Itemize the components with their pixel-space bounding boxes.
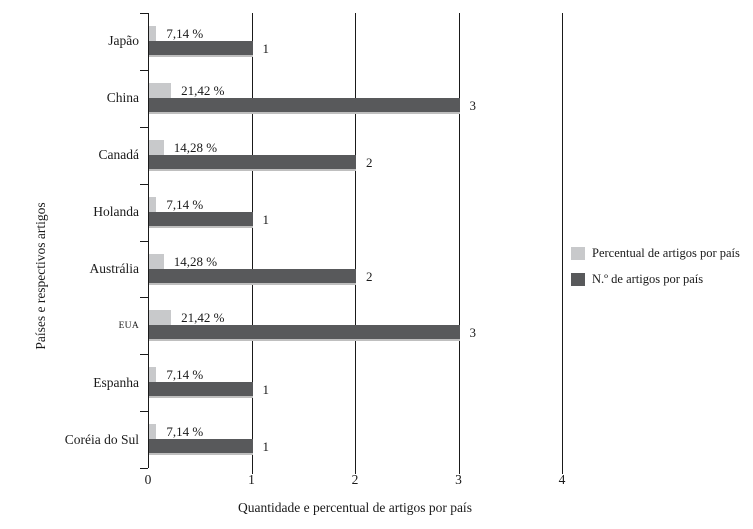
category-label-5: EUA (118, 320, 139, 331)
y-tick-5 (140, 297, 148, 298)
gridline-4 (562, 13, 563, 468)
bar-count-0 (149, 41, 253, 57)
bar-count-label-6: 1 (262, 382, 270, 398)
legend-entry-count: N.º de artigos por país (571, 272, 740, 287)
bar-percent-label-2: 14,28 % (173, 139, 218, 155)
category-label-6: Espanha (93, 374, 139, 390)
x-tick-4 (562, 468, 563, 474)
x-tick-label-4: 4 (558, 472, 566, 487)
bar-percent-1 (149, 82, 172, 98)
x-tick-3 (458, 468, 460, 474)
legend-label-count: N.º de artigos por país (592, 272, 704, 286)
bar-percent-label-5: 21,42 % (181, 310, 225, 326)
bar-count-6 (149, 382, 253, 399)
x-tick-1 (251, 468, 253, 474)
legend-entry-percent: Percentual de artigos por país (571, 246, 740, 261)
category-label-7: Coréia do Sul (64, 431, 139, 447)
y-tick-7 (140, 411, 148, 412)
bar-count-label-7: 1 (262, 439, 270, 455)
bar-count-3 (149, 211, 253, 228)
gridline-2 (355, 13, 356, 468)
y-tick-8 (140, 468, 148, 469)
y-tick-3 (140, 184, 148, 185)
y-tick-4 (140, 241, 148, 242)
bar-percent-3 (149, 196, 157, 212)
bar-count-2 (149, 154, 356, 171)
bar-count-label-3: 1 (262, 211, 270, 227)
bar-percent-label-1: 21,42 % (181, 82, 225, 98)
bar-count-label-2: 2 (366, 154, 373, 170)
bar-percent-2 (149, 139, 164, 155)
bar-count-5 (149, 325, 460, 342)
bar-percent-label-4: 14,28 % (173, 253, 218, 269)
bar-percent-label-3: 7,14 % (166, 196, 204, 212)
bar-percent-0 (149, 26, 157, 41)
x-tick-label-3: 3 (455, 472, 462, 487)
legend-label-percent: Percentual de artigos por país (592, 246, 740, 260)
bar-count-4 (149, 268, 356, 285)
category-label-3: Holanda (93, 204, 139, 220)
legend-swatch-count (571, 273, 585, 286)
x-tick-label-2: 2 (351, 472, 359, 487)
x-tick-label-1: 1 (248, 472, 255, 487)
category-label-0: Japão (108, 33, 139, 49)
bar-count-label-0: 1 (262, 41, 270, 56)
legend: Percentual de artigos por país N.º de ar… (571, 246, 740, 298)
y-tick-2 (140, 127, 148, 128)
plot-area: 7,14 % 1 21,42 % 3 14,28 % 2 7,14 % 1 14,28 % 2 21… (148, 13, 563, 468)
bar-count-label-4: 2 (366, 268, 373, 284)
bar-count-7 (149, 439, 253, 456)
bar-percent-label-0: 7,14 % (166, 26, 204, 41)
bar-percent-label-7: 7,14 % (166, 424, 204, 440)
bar-percent-6 (149, 367, 157, 383)
bar-percent-label-6: 7,14 % (166, 367, 204, 383)
bar-count-label-1: 3 (469, 97, 477, 113)
category-label-2: Canadá (98, 147, 139, 163)
category-label-1: China (106, 90, 139, 106)
y-tick-0 (140, 13, 148, 14)
y-tick-6 (140, 354, 148, 355)
y-tick-1 (140, 70, 148, 71)
legend-swatch-percent (571, 247, 585, 260)
bar-count-1 (149, 97, 460, 114)
bar-percent-4 (149, 253, 164, 269)
gridline-3 (458, 13, 460, 468)
x-tick-label-0: 0 (144, 472, 152, 487)
bar-percent-7 (149, 424, 157, 440)
x-tick-2 (355, 468, 356, 474)
category-label-4: Austrália (89, 260, 140, 276)
x-axis-title: Quantidade e percentual de artigos por p… (238, 500, 472, 515)
bar-count-label-5: 3 (469, 325, 477, 341)
gridline-1 (251, 13, 253, 468)
bar-percent-5 (149, 310, 172, 326)
